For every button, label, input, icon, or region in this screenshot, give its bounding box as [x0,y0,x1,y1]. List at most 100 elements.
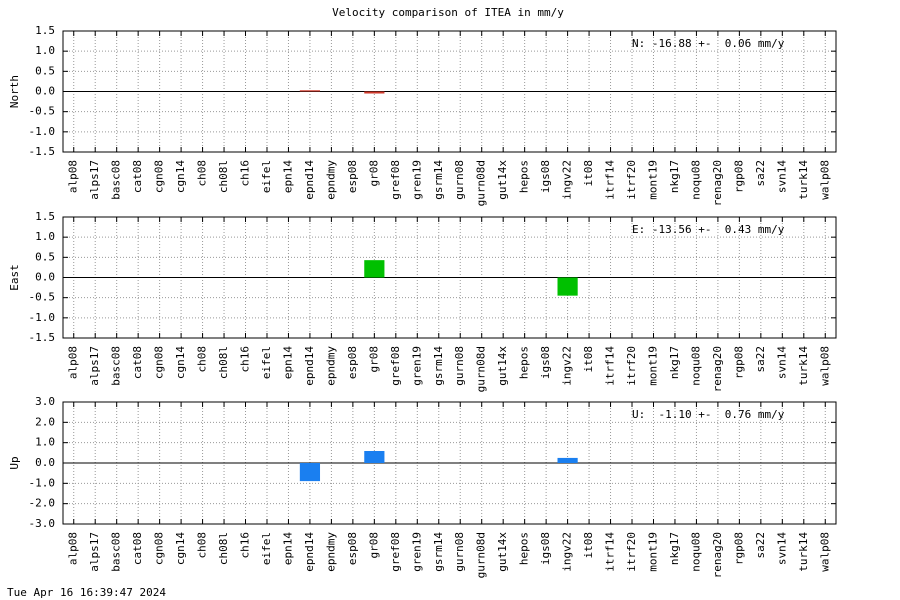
x-tick-label: gut14x [496,532,509,572]
x-tick-label: esp08 [346,532,359,565]
x-tick-label: sa22 [754,532,767,559]
x-tick-label: itrf14 [604,160,617,200]
y-tick-label: 2.0 [35,415,55,428]
x-tick-label: ch08 [196,346,209,373]
x-tick-label: ch08 [196,160,209,187]
y-tick-label: -1.0 [29,311,56,324]
x-tick-label: cgn08 [153,346,166,379]
x-tick-label: nkg17 [668,346,681,379]
x-tick-label: walp08 [818,532,831,572]
y-tick-label: 0.0 [35,85,55,98]
x-tick-label: epndmy [324,532,337,572]
y-tick-label: 0.5 [35,64,55,77]
x-tick-label: alps17 [88,346,101,386]
y-tick-label: 0.5 [35,250,55,263]
footer: Tue Apr 16 16:39:47 2024 [7,586,166,599]
x-tick-label: itrf14 [604,532,617,572]
x-tick-label: hepos [518,346,531,379]
x-tick-label: hepos [518,160,531,193]
x-tick-label: turk14 [797,532,810,572]
bar [364,451,385,463]
x-tick-label: cgn08 [153,160,166,193]
x-tick-label: rgp08 [732,532,745,565]
x-tick-label: gsrm14 [432,346,445,386]
x-tick-label: hepos [518,532,531,565]
y-axis-label: East [8,264,21,291]
y-tick-label: 1.0 [35,436,55,449]
y-tick-label: 1.0 [35,230,55,243]
x-tick-label: gurn08 [453,160,466,200]
x-tick-label: igs08 [539,532,552,565]
x-tick-label: ch08l [217,532,230,565]
x-tick-label: it08 [582,160,595,187]
x-tick-label: gren19 [410,532,423,572]
y-tick-label: 0.0 [35,271,55,284]
x-tick-label: basc08 [110,346,123,386]
plot-frame [62,30,837,153]
bar [557,277,578,296]
y-tick-label: -0.5 [29,105,56,118]
plot-frame [62,216,837,339]
y-tick-label: 1.0 [35,44,55,57]
x-tick-label: epndmy [324,160,337,200]
x-tick-label: renag20 [711,160,724,206]
x-tick-label: svn14 [775,532,788,565]
chart-title: Velocity comparison of ITEA in mm/y [332,6,564,19]
y-tick-label: -3.0 [29,517,56,530]
x-tick-label: svn14 [775,346,788,379]
x-tick-label: sa22 [754,160,767,187]
x-tick-label: cgn14 [174,346,187,379]
x-tick-label: cat08 [131,346,144,379]
x-tick-label: gut14x [496,160,509,200]
x-tick-label: gref08 [389,532,402,572]
x-tick-label: itrf20 [625,532,638,572]
y-tick-label: 0.0 [35,456,55,469]
x-tick-label: eifel [260,346,273,379]
x-tick-label: noqu08 [689,532,702,572]
x-tick-label: epnd14 [303,346,316,386]
x-tick-label: mont19 [646,346,659,386]
y-tick-label: 1.5 [35,210,55,223]
x-tick-label: igs08 [539,346,552,379]
x-tick-label: cgn14 [174,532,187,565]
x-tick-label: gsrm14 [432,532,445,572]
x-tick-label: nkg17 [668,532,681,565]
x-tick-label: eifel [260,160,273,193]
x-tick-label: sa22 [754,346,767,373]
x-tick-label: itrf14 [604,346,617,386]
y-tick-label: -1.5 [29,145,56,158]
x-tick-label: cat08 [131,532,144,565]
x-tick-label: ch08 [196,532,209,559]
bar [299,463,321,482]
x-tick-label: ch08l [217,160,230,193]
y-axis-label: North [8,75,21,108]
x-tick-label: ch16 [239,160,252,187]
x-tick-label: gren19 [410,160,423,200]
x-tick-label: gr08 [367,346,380,373]
y-tick-label: 3.0 [35,395,55,408]
y-tick-label: -1.0 [29,476,56,489]
x-tick-label: it08 [582,346,595,373]
x-tick-label: eifel [260,532,273,565]
x-tick-label: svn14 [775,160,788,193]
x-tick-label: gren19 [410,346,423,386]
annotation: U: -1.10 +- 0.76 mm/y [632,408,785,421]
x-tick-label: gref08 [389,346,402,386]
x-tick-label: noqu08 [689,160,702,200]
x-tick-label: itrf20 [625,346,638,386]
x-tick-label: turk14 [797,160,810,200]
x-tick-label: alps17 [88,160,101,200]
x-tick-label: nkg17 [668,160,681,193]
x-tick-label: gurn08d [475,532,488,578]
x-tick-label: alp08 [67,346,80,379]
y-axis-label: Up [8,456,21,469]
y-tick-label: 1.5 [35,24,55,37]
x-tick-label: gsrm14 [432,160,445,200]
y-tick-label: -0.5 [29,291,56,304]
y-tick-label: -2.0 [29,497,56,510]
bar [299,90,321,92]
y-tick-label: -1.5 [29,331,56,344]
x-tick-label: gurn08 [453,346,466,386]
y-tick-label: -1.0 [29,125,56,138]
x-tick-label: renag20 [711,346,724,392]
